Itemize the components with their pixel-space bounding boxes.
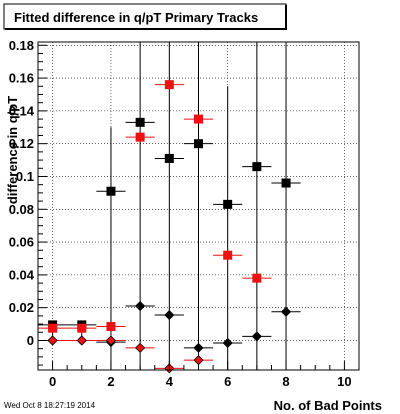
title-box-shadow-right [285,5,287,30]
diamond-marker [164,309,175,321]
square-marker [48,323,58,333]
y-tick-label: 0.1 [16,169,34,184]
square-marker [164,153,174,163]
y-tick-label: 0.16 [9,71,34,86]
y-tick-label: 0.02 [9,300,34,315]
square-marker [106,322,116,332]
diamond-marker [280,306,292,317]
x-tick-label: 8 [282,374,289,389]
square-marker [223,199,233,209]
square-marker [252,273,262,283]
square-marker [223,250,233,260]
square-marker [135,132,145,142]
y-tick-label: 0.04 [9,267,35,282]
y-tick-label: 0.14 [9,103,35,118]
square-marker [135,117,145,127]
x-tick-label: 6 [224,374,231,389]
square-marker [281,178,291,188]
x-axis-label: No. of Bad Points [274,398,382,413]
diamond-marker [47,335,58,346]
y-axis-label: difference in q/pT [5,96,20,204]
diamond-marker [135,342,146,353]
x-tick-label: 4 [166,374,174,389]
x-tick-label: 10 [337,374,351,389]
tick-layer [38,44,345,370]
diamond-marker [193,355,204,366]
square-marker [194,114,203,124]
square-marker [77,323,87,333]
tick-label-layer: 0 2 4 6 8 10 0 0.02 0.04 0.06 0.08 0.1 0.12 0.14 0.16 0… [9,38,352,389]
square-marker [194,139,203,149]
chart-title: Fitted difference in q/pT Primary Tracks [14,10,258,25]
diamond-marker [193,342,204,353]
square-marker [164,80,174,90]
diamond-marker [135,300,146,312]
diamond-marker [251,331,262,342]
y-tick-label: 0.12 [9,136,34,151]
diamond-marker [76,335,87,346]
x-tick-label: 0 [49,374,56,389]
y-tick-label: 0.18 [9,38,34,53]
x-tick-label: 2 [107,374,114,389]
y-tick-label: 0.06 [9,235,34,250]
diamond-marker [222,337,233,349]
y-tick-label: 0.08 [9,202,34,217]
title-box: Fitted difference in q/pT Primary Tracks [3,3,287,30]
square-marker [252,162,262,172]
diamond-marker [105,335,117,346]
marker-layer [47,80,292,374]
timestamp: Wed Oct 8 18:27:19 2014 [4,401,96,410]
square-marker [106,186,116,196]
title-box-shadow-bottom [5,28,286,30]
y-tick-label: 0 [27,333,34,348]
